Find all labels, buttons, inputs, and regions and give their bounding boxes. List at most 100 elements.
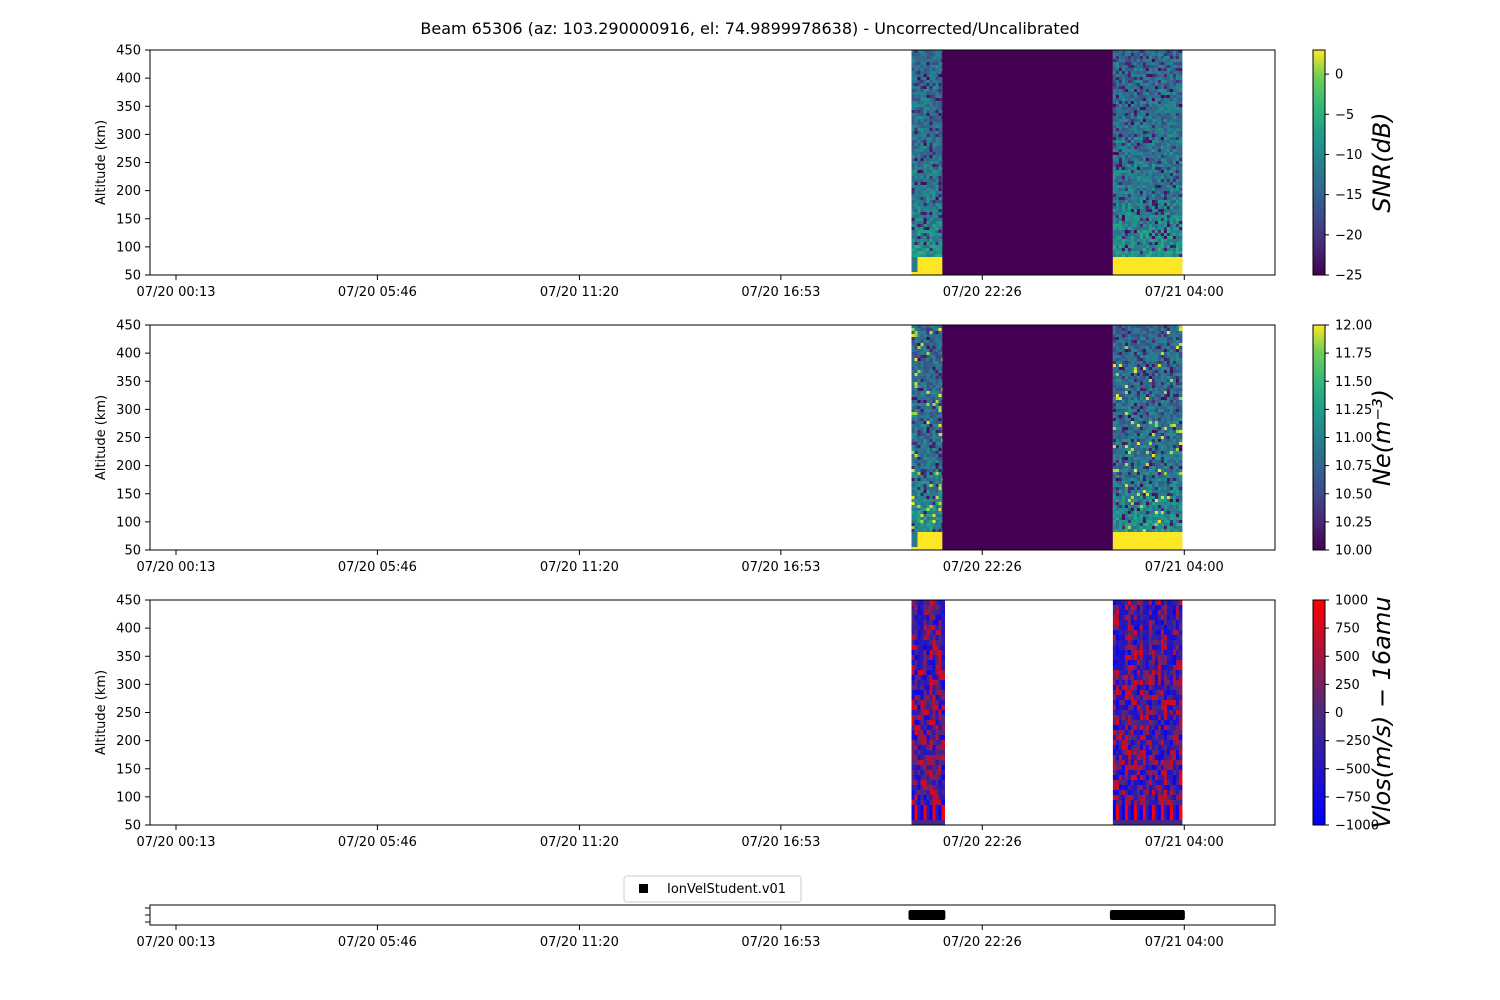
heatmap-cell xyxy=(1169,200,1174,204)
heatmap-cell xyxy=(914,406,918,410)
heatmap-cell xyxy=(1163,191,1168,195)
heatmap-cell xyxy=(1142,478,1147,482)
heatmap-cell xyxy=(920,481,924,485)
heatmap-cell xyxy=(1157,337,1162,341)
heatmap-cell xyxy=(935,361,939,365)
heatmap-cell xyxy=(1112,242,1117,246)
heatmap-cell xyxy=(917,436,921,440)
heatmap-cell xyxy=(1163,122,1168,126)
heatmap-cell xyxy=(920,170,924,174)
heatmap-cell xyxy=(1148,68,1153,72)
heatmap-cell xyxy=(1118,98,1123,102)
heatmap-cell xyxy=(914,499,918,503)
heatmap-cell xyxy=(1127,391,1132,395)
heatmap-cell xyxy=(1118,212,1123,216)
heatmap-cell xyxy=(935,263,939,267)
heatmap-cell xyxy=(926,508,930,512)
heatmap-cell xyxy=(920,242,924,246)
heatmap-cell xyxy=(1169,481,1174,485)
heatmap-cell xyxy=(1148,325,1153,329)
heatmap-cell xyxy=(1154,331,1159,335)
heatmap-cell xyxy=(935,140,939,144)
heatmap-cell xyxy=(929,80,933,84)
heatmap-cell xyxy=(1163,77,1168,81)
heatmap-cell xyxy=(1121,379,1126,383)
heatmap-cell xyxy=(1145,239,1150,243)
heatmap-cell xyxy=(1175,191,1180,195)
heatmap-cell xyxy=(1124,418,1129,422)
heatmap-cell xyxy=(1142,490,1147,494)
heatmap-cell xyxy=(917,242,921,246)
heatmap-cell xyxy=(1142,170,1147,174)
heatmap-cell xyxy=(926,212,930,216)
heatmap-cell xyxy=(1169,56,1174,60)
heatmap-cell xyxy=(1121,466,1126,470)
heatmap-cell xyxy=(1118,331,1123,335)
heatmap-cell xyxy=(1154,499,1159,503)
heatmap-cell xyxy=(1142,514,1147,518)
heatmap-cell xyxy=(1148,173,1153,177)
heatmap-cell xyxy=(1115,194,1120,198)
heatmap-cell xyxy=(1112,215,1117,219)
heatmap-cell xyxy=(926,152,930,156)
heatmap-cell xyxy=(1115,266,1120,270)
heatmap-cell xyxy=(1130,463,1135,467)
heatmap-cell xyxy=(1163,134,1168,138)
heatmap-cell xyxy=(914,457,918,461)
heatmap-cell xyxy=(1133,158,1138,162)
heatmap-cell xyxy=(1112,328,1117,332)
heatmap-cell xyxy=(932,173,936,177)
heatmap-cell xyxy=(1175,176,1180,180)
heatmap-cell xyxy=(1139,376,1144,380)
heatmap-cell xyxy=(1124,469,1129,473)
heatmap-cell xyxy=(911,59,915,63)
heatmap-cell xyxy=(1151,68,1156,72)
heatmap-cell xyxy=(920,239,924,243)
heatmap-cell xyxy=(1154,388,1159,392)
heatmap-cell xyxy=(911,406,915,410)
heatmap-cell xyxy=(917,233,921,237)
heatmap-cell xyxy=(935,254,939,258)
heatmap-cell xyxy=(1172,56,1177,60)
heatmap-cell xyxy=(923,272,927,276)
heatmap-cell xyxy=(923,487,927,491)
heatmap-cell xyxy=(1127,361,1132,365)
heatmap-cell xyxy=(1157,415,1162,419)
y-tick-label: 200 xyxy=(116,184,141,199)
heatmap-cell xyxy=(1133,421,1138,425)
heatmap-cell xyxy=(932,170,936,174)
heatmap-cell xyxy=(1139,215,1144,219)
heatmap-cell xyxy=(1166,520,1171,524)
heatmap-cell xyxy=(1148,484,1153,488)
heatmap-cell xyxy=(1148,475,1153,479)
heatmap-cell xyxy=(923,197,927,201)
heatmap-cell xyxy=(914,490,918,494)
heatmap-cell xyxy=(926,131,930,135)
heatmap-cell xyxy=(1166,544,1171,548)
heatmap-cell xyxy=(1163,364,1168,368)
heatmap-cell xyxy=(1118,505,1123,509)
heatmap-cell xyxy=(1127,134,1132,138)
heatmap-cell xyxy=(935,367,939,371)
heatmap-cell xyxy=(1142,493,1147,497)
heatmap-cell xyxy=(1130,334,1135,338)
heatmap-cell xyxy=(1151,541,1156,545)
heatmap-cell xyxy=(1151,448,1156,452)
heatmap-cell xyxy=(1163,149,1168,153)
heatmap-cell xyxy=(1166,448,1171,452)
heatmap-cell xyxy=(1115,173,1120,177)
heatmap-cell xyxy=(917,352,921,356)
heatmap-cell xyxy=(1142,182,1147,186)
heatmap-cell xyxy=(1124,454,1129,458)
heatmap-cell xyxy=(911,391,915,395)
heatmap-cell xyxy=(1133,203,1138,207)
heatmap-cell xyxy=(1133,472,1138,476)
heatmap-cell xyxy=(1160,152,1165,156)
heatmap-cell xyxy=(911,122,915,126)
heatmap-cell xyxy=(1112,137,1117,141)
heatmap-cell xyxy=(1160,197,1165,201)
heatmap-cell xyxy=(914,101,918,105)
heatmap-cell xyxy=(917,361,921,365)
heatmap-cell xyxy=(932,514,936,518)
heatmap-cell xyxy=(1136,445,1141,449)
